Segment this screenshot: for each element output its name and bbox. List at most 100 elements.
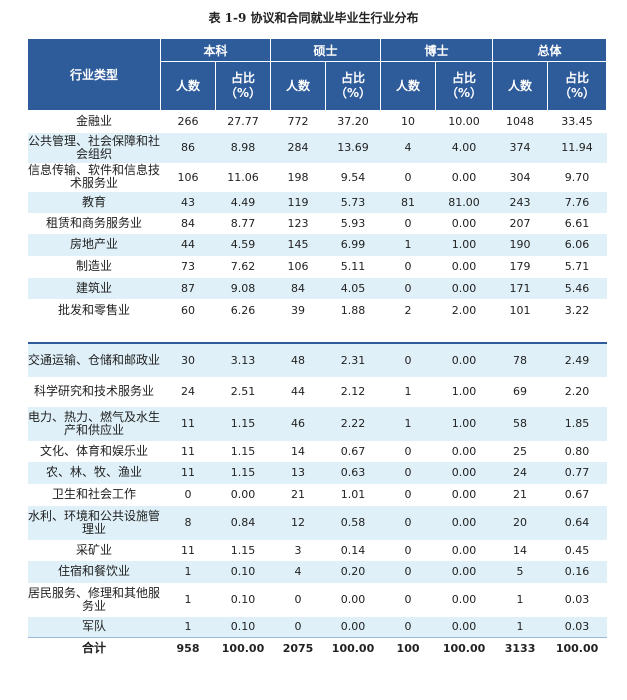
share-cell: 6.26 [230, 304, 256, 317]
count-cell: 0 [404, 488, 412, 501]
share-cell: 4.00 [435, 132, 493, 163]
header-group-undergrad: 本科 [159, 38, 272, 62]
industry-name-cell: 居民服务、修理和其他服务业 [27, 585, 160, 613]
share-cell: 0.00 [451, 543, 477, 557]
industry-name-cell: 军队 [27, 616, 161, 638]
count-cell: 0 [380, 560, 436, 583]
industry-name-cell: 批发和零售业 [57, 303, 130, 317]
count-cell: 0 [404, 543, 412, 557]
industry-name-cell: 住宿和餐饮业 [27, 560, 161, 583]
count-cell: 12 [270, 505, 326, 540]
industry-name-cell: 建筑业 [27, 277, 161, 299]
count-cell: 374 [492, 132, 548, 163]
share-cell: 100.00 [325, 637, 381, 659]
table-row: 居民服务、修理和其他服务业 1 0.10 0 0.00 0 0.00 1 0.03 [28, 583, 607, 617]
count-cell: 106 [177, 170, 199, 184]
industry-distribution-table: 行业类型 本科 硕士 博士 总体 人数 占比 （%） 人数 占比 （%） 人数 占比… [27, 38, 608, 659]
share-cell: 0.00 [451, 260, 477, 273]
header-count: 人数 [270, 61, 327, 111]
share-cell: 0.10 [230, 593, 256, 606]
count-cell: 119 [270, 191, 326, 213]
share-cell: 2.22 [325, 406, 381, 441]
share-cell: 3.13 [215, 342, 271, 377]
share-cell: 0.84 [215, 505, 271, 540]
share-cell: 2.12 [340, 385, 366, 398]
industry-name-cell: 科学研究和技术服务业 [33, 384, 154, 398]
count-cell: 13 [270, 461, 326, 484]
count-cell: 0 [380, 616, 436, 638]
table-row: 制造业 73 7.62 106 5.11 0 0.00 179 5.71 [28, 256, 607, 278]
share-cell: 11.06 [227, 170, 259, 184]
industry-name-cell: 卫生和社会工作 [51, 487, 136, 501]
count-cell: 2 [404, 304, 412, 317]
count-cell: 190 [492, 233, 548, 256]
share-cell: 1.15 [230, 444, 256, 458]
share-cell: 5.11 [340, 260, 366, 273]
header-share: 占比 （%） [547, 61, 608, 111]
count-cell: 3133 [492, 637, 548, 659]
share-cell: 1.85 [547, 406, 607, 441]
share-cell: 2.51 [230, 385, 256, 398]
count-cell: 11 [160, 406, 216, 441]
count-cell: 1 [516, 593, 524, 606]
share-cell: 27.77 [227, 115, 259, 129]
industry-name-cell: 水利、环境和公共设施管理业 [27, 505, 161, 540]
industry-name-cell: 金融业 [75, 114, 112, 129]
header-share: 占比 （%） [214, 61, 272, 111]
count-cell: 106 [287, 260, 309, 273]
industry-name-cell: 采矿业 [75, 542, 112, 557]
share-cell: 0.00 [451, 444, 477, 458]
share-cell: 0.63 [325, 461, 381, 484]
count-cell: 84 [270, 277, 326, 299]
header-industry: 行业类型 [27, 38, 161, 111]
share-cell: 1.01 [340, 488, 366, 501]
table-row: 教育 43 4.49 119 5.73 81 81.00 243 7.76 [27, 191, 607, 213]
share-cell: 0.77 [547, 461, 607, 484]
share-cell: 1.88 [340, 304, 366, 317]
table-row: 电力、热力、燃气及水生产和供应业 11 1.15 46 2.22 1 1.00 58 1.85 [27, 406, 607, 441]
share-cell: 0.00 [435, 505, 493, 540]
share-cell: 4.49 [215, 191, 271, 213]
share-cell: 100.00 [215, 637, 271, 659]
share-cell: 7.76 [547, 191, 607, 213]
table-caption: 表 1-9 协议和合同就业毕业生行业分布 [208, 11, 419, 25]
count-cell: 10 [401, 115, 416, 129]
header-group-phd: 博士 [380, 38, 494, 62]
count-cell: 1 [380, 233, 436, 256]
header-group-overall: 总体 [492, 38, 608, 62]
header-share: 占比 （%） [325, 61, 382, 111]
count-cell: 21 [513, 488, 528, 501]
share-cell: 8.98 [215, 132, 271, 163]
count-cell: 304 [509, 170, 531, 184]
share-cell: 0.00 [451, 593, 477, 606]
count-cell: 101 [509, 304, 531, 317]
count-cell: 25 [513, 444, 528, 458]
table-row: 文化、体育和娱乐业 11 1.15 14 0.67 0 0.00 25 0.80 [28, 441, 607, 462]
share-cell: 9.70 [564, 170, 590, 184]
count-cell: 0 [294, 593, 302, 606]
count-cell: 266 [177, 115, 199, 129]
count-cell: 60 [181, 304, 195, 317]
share-cell: 0.00 [325, 616, 381, 638]
count-cell: 4 [380, 132, 436, 163]
share-cell: 5.46 [547, 277, 607, 299]
header-count: 人数 [492, 61, 549, 111]
count-cell: 84 [181, 216, 195, 230]
industry-name-cell: 教育 [27, 191, 161, 213]
count-cell: 100 [380, 637, 436, 659]
share-cell: 4.59 [215, 233, 271, 256]
industry-name-cell: 公共管理、社会保障和社会组织 [27, 132, 161, 163]
count-cell: 73 [181, 260, 195, 273]
share-cell: 4.05 [325, 277, 381, 299]
share-cell: 11.94 [547, 132, 607, 163]
section-divider [27, 322, 607, 344]
count-cell: 0 [270, 616, 326, 638]
count-cell: 1048 [506, 115, 535, 129]
share-cell: 37.20 [337, 115, 369, 129]
table-row: 住宿和餐饮业 1 0.10 4 0.20 0 0.00 5 0.16 [27, 560, 607, 583]
count-cell: 0 [404, 593, 412, 606]
share-cell: 0.16 [547, 560, 607, 583]
table-row: 金融业 266 27.77 772 37.20 10 10.00 1048 33.45 [28, 111, 607, 133]
count-cell: 1 [492, 616, 548, 638]
table-row: 采矿业 11 1.15 3 0.14 0 0.00 14 0.45 [28, 540, 607, 561]
